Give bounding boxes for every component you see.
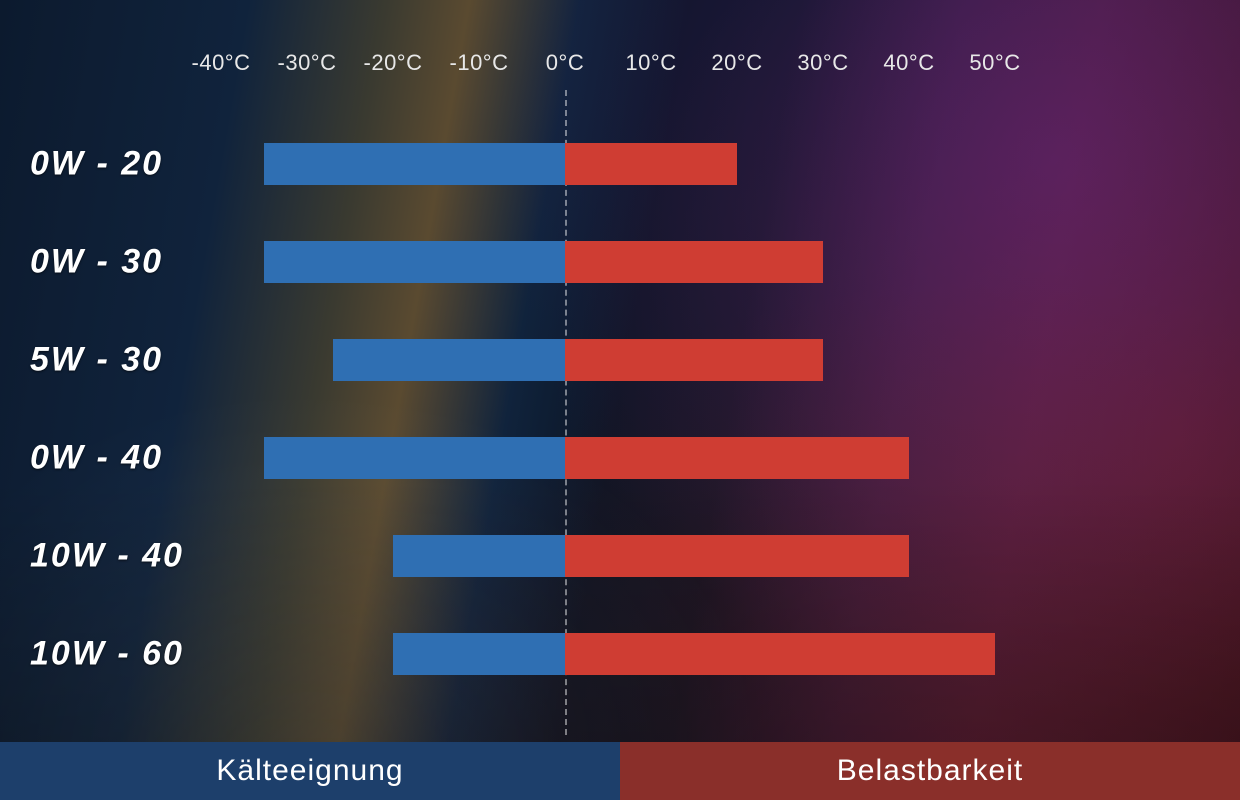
bar-rows: 0W - 20 0W - 30 5W - 30 0W - 40 10W - 40 10W … bbox=[0, 115, 1240, 703]
axis-tick: -40°C bbox=[192, 50, 251, 76]
bar-row: 10W - 40 bbox=[0, 507, 1240, 605]
axis-tick: -10°C bbox=[450, 50, 509, 76]
hot-bar bbox=[565, 437, 909, 479]
row-label: 0W - 40 bbox=[30, 439, 163, 478]
legend: Kälteeignung Belastbarkeit bbox=[0, 742, 1240, 800]
row-label: 10W - 40 bbox=[30, 537, 184, 576]
legend-cold-label: Kälteeignung bbox=[216, 754, 403, 788]
cold-bar bbox=[264, 143, 565, 185]
row-label: 0W - 30 bbox=[30, 243, 163, 282]
hot-bar bbox=[565, 339, 823, 381]
bar-row: 10W - 60 bbox=[0, 605, 1240, 703]
bar-row: 0W - 30 bbox=[0, 213, 1240, 311]
axis-tick: 40°C bbox=[883, 50, 934, 76]
oil-viscosity-chart: -40°C -30°C -20°C -10°C 0°C 10°C 20°C 30°C 40°C 5… bbox=[0, 0, 1240, 800]
legend-hot: Belastbarkeit bbox=[620, 742, 1240, 800]
row-label: 5W - 30 bbox=[30, 341, 163, 380]
temperature-axis: -40°C -30°C -20°C -10°C 0°C 10°C 20°C 30°C 40°C 5… bbox=[0, 50, 1240, 80]
cold-bar bbox=[393, 633, 565, 675]
hot-bar bbox=[565, 241, 823, 283]
bar-row: 0W - 20 bbox=[0, 115, 1240, 213]
legend-cold: Kälteeignung bbox=[0, 742, 620, 800]
axis-tick: 30°C bbox=[797, 50, 848, 76]
axis-tick: 20°C bbox=[711, 50, 762, 76]
row-label: 0W - 20 bbox=[30, 145, 163, 184]
hot-bar bbox=[565, 535, 909, 577]
cold-bar bbox=[264, 437, 565, 479]
cold-bar bbox=[333, 339, 565, 381]
row-label: 10W - 60 bbox=[30, 635, 184, 674]
legend-hot-label: Belastbarkeit bbox=[837, 754, 1023, 788]
hot-bar bbox=[565, 633, 995, 675]
axis-tick: 10°C bbox=[625, 50, 676, 76]
bar-row: 0W - 40 bbox=[0, 409, 1240, 507]
axis-tick: -20°C bbox=[364, 50, 423, 76]
bar-row: 5W - 30 bbox=[0, 311, 1240, 409]
cold-bar bbox=[393, 535, 565, 577]
axis-tick: 50°C bbox=[969, 50, 1020, 76]
axis-tick: 0°C bbox=[546, 50, 584, 76]
axis-tick: -30°C bbox=[278, 50, 337, 76]
hot-bar bbox=[565, 143, 737, 185]
cold-bar bbox=[264, 241, 565, 283]
